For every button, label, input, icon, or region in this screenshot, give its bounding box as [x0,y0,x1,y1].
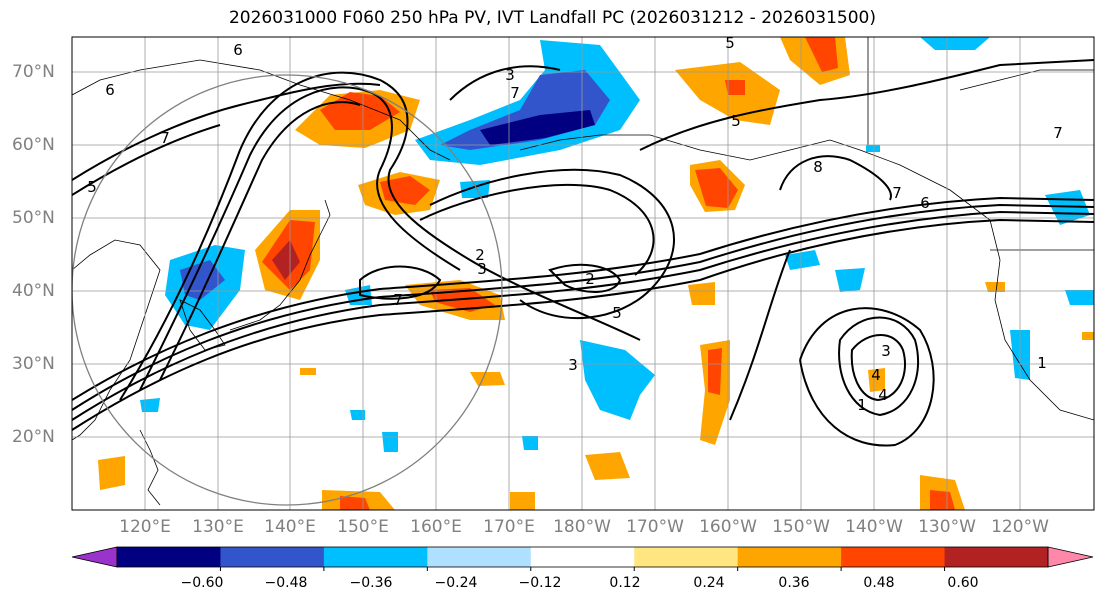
contour-label: 3 [477,260,487,278]
lon-label: 170°E [483,517,535,537]
lon-label: 180°W [553,517,611,537]
contour-label: 5 [725,34,735,52]
colorbar-extend-max [1047,546,1094,568]
contour-label: 6 [920,194,930,212]
contour-label: 5 [612,304,622,322]
colorbar-segment [737,547,842,567]
lon-label: 160°E [410,517,462,537]
colorbar-segment [634,547,739,567]
lon-label: 120°E [119,517,171,537]
lat-label: 30°N [12,354,55,374]
positive-anomaly-cores [262,37,955,510]
contour-label: 7 [393,291,403,309]
colorbar-segment [530,547,635,567]
lon-label: 130°W [918,517,976,537]
contour-label: 4 [878,386,888,404]
colorbar-segment [841,547,946,567]
contour-labels: 6 6 7 5 3 5 2 7 2 3 5 3 7 8 7 6 5 4 3 4 … [87,34,1063,414]
contour-label: 6 [105,81,115,99]
lon-label: 150°W [772,517,830,537]
colorbar [71,546,1094,571]
contour-label: 6 [233,41,243,59]
colorbar-frame [116,546,1049,568]
colorbar-tick-label: 0.24 [693,575,725,591]
contour-label: 3 [568,356,578,374]
graticule [72,37,1094,510]
contour-label: 1 [857,396,867,414]
lon-label: 120°W [991,517,1049,537]
colorbar-segment [117,547,221,567]
contour-label: 3 [881,342,891,360]
contour-label: 7 [510,84,520,102]
contour-label: 5 [731,112,741,130]
colorbar-tick-label: −0.12 [518,575,562,591]
lat-label: 60°N [12,135,55,155]
map-title: 2026031000 F060 250 hPa PV, IVT Landfall… [228,8,876,28]
contour-label: 2 [475,246,485,264]
lat-label: 70°N [12,62,55,82]
contour-label: 7 [1053,124,1063,142]
colorbar-segment [944,547,1049,567]
lon-label: 140°W [845,517,903,537]
contour-label: 1 [1037,354,1047,372]
lat-label: 40°N [12,281,55,301]
contour-label: 8 [813,158,823,176]
lon-label: 170°W [626,517,684,537]
landfall-radius-circle [72,74,503,506]
contour-label: 2 [585,270,595,288]
colorbar-tick-label: −0.60 [180,575,224,591]
lon-label: 150°E [337,517,389,537]
contour-label: 5 [87,178,97,196]
colorbar-tick-label: 0.36 [778,575,810,591]
colorbar-tick-label: 0.60 [947,575,979,591]
contour-label: 7 [160,129,170,147]
lat-label: 20°N [12,427,55,447]
contour-label: 7 [892,184,902,202]
map-frame [71,36,1095,511]
ivt-pc-shading [98,37,1094,510]
colorbar-tick-label: 0.12 [609,575,641,591]
lon-label: 160°W [699,517,757,537]
colorbar-segment [427,547,532,567]
colorbar-segment [220,547,325,567]
pv-contours [72,59,1094,447]
colorbar-tick-label: −0.48 [264,575,308,591]
contour-label: 4 [871,366,881,384]
colorbar-tick-label: −0.36 [349,575,393,591]
colorbar-tick-label: 0.48 [863,575,895,591]
colorbar-tick-label: −0.24 [434,575,478,591]
contour-label: 3 [505,66,515,84]
lat-label: 50°N [12,208,55,228]
colorbar-extend-min [71,546,118,568]
colorbar-segment [323,547,428,567]
lon-label: 130°E [192,517,244,537]
positive-anomaly-peaks [272,240,300,280]
lon-label: 140°E [264,517,316,537]
